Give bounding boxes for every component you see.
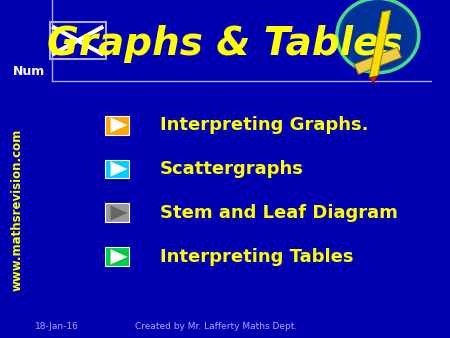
- Text: Num: Num: [13, 65, 45, 78]
- FancyBboxPatch shape: [104, 116, 129, 135]
- Text: Stem and Leaf Diagram: Stem and Leaf Diagram: [160, 204, 398, 222]
- FancyBboxPatch shape: [104, 160, 129, 178]
- Polygon shape: [369, 76, 378, 83]
- Text: www.mathsrevision.com: www.mathsrevision.com: [11, 128, 24, 291]
- Polygon shape: [354, 47, 401, 74]
- Text: 18-Jan-16: 18-Jan-16: [35, 322, 78, 331]
- Text: Created by Mr. Lafferty Maths Dept.: Created by Mr. Lafferty Maths Dept.: [135, 322, 297, 331]
- Polygon shape: [369, 10, 391, 78]
- Polygon shape: [111, 162, 127, 176]
- FancyBboxPatch shape: [104, 247, 129, 266]
- Polygon shape: [111, 249, 127, 264]
- Polygon shape: [111, 118, 127, 132]
- Text: Interpreting Graphs.: Interpreting Graphs.: [160, 116, 368, 134]
- Polygon shape: [111, 206, 127, 220]
- FancyBboxPatch shape: [104, 203, 129, 222]
- Text: Scattergraphs: Scattergraphs: [160, 160, 304, 178]
- Text: Interpreting Tables: Interpreting Tables: [160, 248, 353, 266]
- Text: Graphs & Tables: Graphs & Tables: [47, 25, 402, 63]
- Ellipse shape: [337, 0, 419, 73]
